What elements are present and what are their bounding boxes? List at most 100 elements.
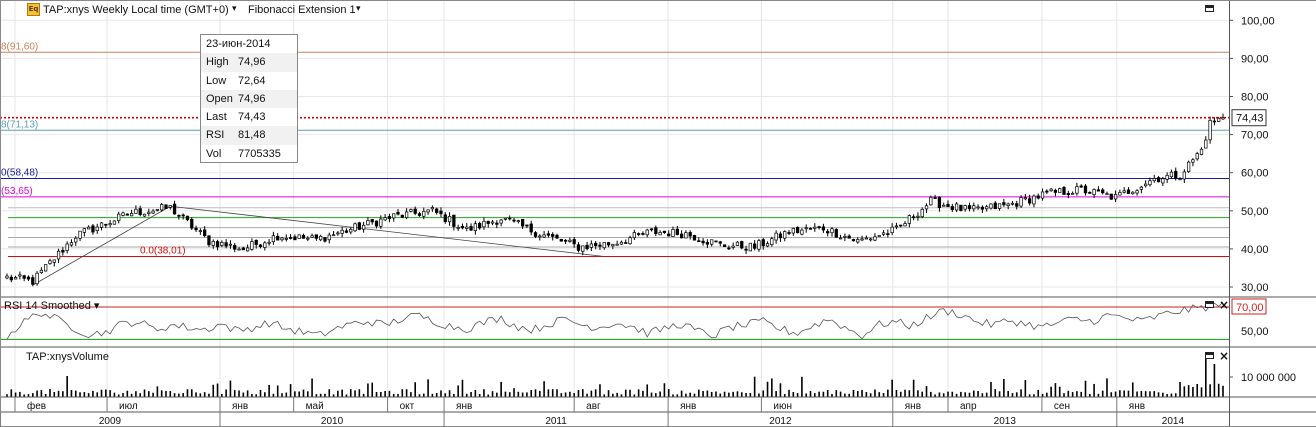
candle-body	[636, 233, 641, 235]
volume-bar	[581, 389, 584, 397]
candle-body	[1058, 188, 1062, 193]
candle-body	[220, 242, 224, 246]
volume-bar	[470, 391, 472, 397]
volume-bar	[173, 393, 176, 397]
candle-body	[778, 233, 783, 239]
volume-bar	[650, 392, 653, 397]
candle-body	[456, 227, 460, 229]
volume-bar	[1170, 393, 1173, 397]
volume-bar	[809, 390, 812, 397]
volume-bar	[1209, 384, 1211, 397]
candle-body	[404, 211, 409, 219]
instrument-title[interactable]: TAP:xnys Weekly Local time (GMT+0)	[43, 4, 229, 16]
candle-body	[538, 235, 542, 238]
maximize-icon[interactable]	[1205, 352, 1214, 359]
candle-body	[826, 231, 830, 234]
chevron-down-icon[interactable]: ▾	[356, 3, 361, 13]
candle-body	[701, 240, 705, 244]
volume-bar	[109, 390, 111, 397]
candle-body	[525, 224, 529, 227]
volume-bar	[255, 394, 258, 397]
candle-body	[533, 232, 538, 237]
candle-body	[1195, 153, 1199, 160]
candle-body	[942, 204, 946, 207]
volume-bar	[345, 394, 348, 397]
candle-body	[727, 247, 731, 250]
candle-body	[735, 241, 740, 246]
candle-body	[710, 239, 714, 245]
volume-bar	[577, 390, 580, 397]
candle-body	[529, 223, 533, 233]
volume-bar	[195, 392, 197, 397]
candle-body	[881, 232, 886, 235]
candle-body	[469, 226, 473, 231]
candle-body	[671, 229, 675, 237]
candle-body	[1131, 191, 1135, 195]
candle-body	[997, 203, 1002, 209]
year-label: 2014	[1162, 416, 1185, 427]
candle-body	[362, 224, 366, 230]
candle-body	[323, 237, 327, 242]
candle-body	[452, 214, 456, 227]
volume-bar	[126, 390, 129, 397]
volume-bar	[801, 376, 803, 397]
volume-bar	[599, 384, 601, 397]
volume-bar	[1217, 383, 1220, 397]
tooltip-row: Last 74,43	[206, 111, 266, 124]
candle-body	[48, 260, 52, 264]
volume-bar	[676, 394, 679, 397]
candle-body	[357, 222, 361, 230]
volume-bar	[487, 394, 490, 397]
study-label[interactable]: Fibonacci Extension 1	[248, 4, 356, 16]
candle-body	[740, 241, 744, 249]
candle-body	[795, 226, 800, 234]
month-label: сен	[1054, 401, 1070, 412]
volume-bar	[1119, 390, 1121, 397]
candle-body	[340, 229, 344, 234]
candle-body	[753, 243, 757, 249]
trend-line	[170, 205, 605, 257]
volume-bar	[496, 392, 498, 397]
y-tick-label: 40,00	[1241, 244, 1269, 256]
candle-body	[396, 211, 400, 215]
close-icon[interactable]: ×	[1219, 298, 1230, 312]
chevron-down-icon[interactable]: ▾	[232, 3, 237, 13]
volume-bar	[14, 392, 17, 397]
volume-bar	[826, 389, 829, 397]
instrument-icon[interactable]: Eq	[27, 3, 40, 16]
close-icon[interactable]: ×	[1219, 349, 1230, 363]
candle-body	[602, 242, 606, 249]
candle-body	[125, 213, 129, 216]
volume-bar	[100, 389, 103, 397]
volume-bar	[680, 390, 683, 397]
volume-bar	[135, 391, 137, 397]
candle-body	[284, 238, 288, 240]
candle-body	[65, 243, 69, 251]
candle-body	[563, 239, 568, 242]
volume-bar	[19, 391, 21, 397]
volume-bar	[775, 391, 777, 397]
candle-body	[791, 228, 795, 234]
volume-bar	[221, 393, 223, 397]
time-axis[interactable]: фев июл янв май окт янв авг янв июн янв апр сен янв 2…	[0, 397, 1184, 427]
candle-body	[164, 204, 168, 209]
volume-bar	[139, 393, 142, 397]
volume-bar	[788, 389, 790, 397]
candle-body	[447, 216, 452, 223]
volume-bar	[259, 389, 262, 397]
volume-bar	[1205, 359, 1207, 397]
candle-body	[435, 208, 439, 213]
volume-bar	[513, 388, 515, 397]
candle-body	[1040, 191, 1045, 199]
candle-body	[1165, 175, 1169, 180]
volume-bar	[474, 389, 477, 397]
candle-body	[774, 232, 778, 241]
volume-bar	[328, 389, 331, 397]
volume-bar	[1093, 383, 1095, 397]
maximize-icon[interactable]	[1205, 301, 1214, 308]
maximize-icon[interactable]	[1205, 5, 1214, 12]
trend-lines	[32, 205, 605, 286]
volume-bar	[586, 393, 588, 397]
candle-body	[486, 220, 490, 224]
